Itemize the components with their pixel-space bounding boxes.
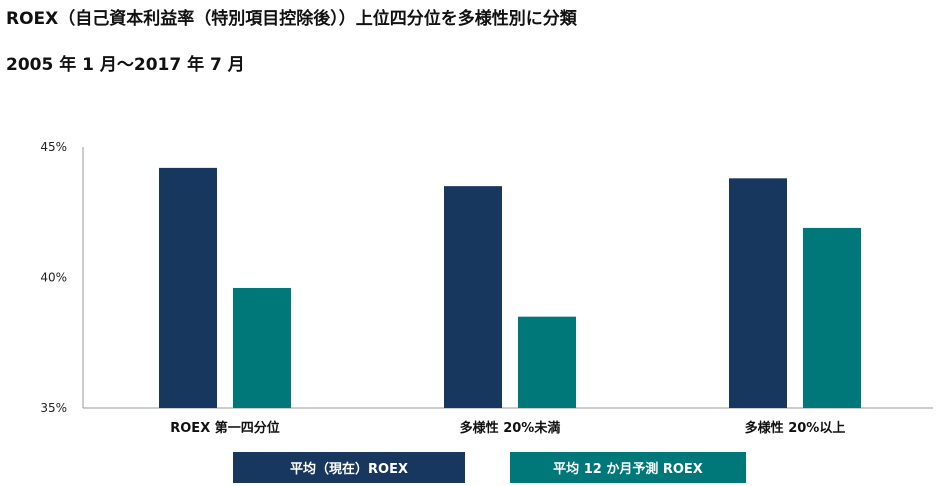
legend-item-forecast-roex: 平均 12 か月予測 ROEX bbox=[510, 452, 746, 483]
chart-subtitle: 2005 年 1 月～2017 年 7 月 bbox=[6, 55, 245, 75]
bar-current-2 bbox=[729, 178, 787, 408]
bar-forecast-2 bbox=[803, 227, 861, 408]
chart-title: ROEX（自己資本利益率（特別項目控除後））上位四分位を多様性別に分類 bbox=[6, 9, 577, 29]
bar-forecast-1 bbox=[518, 316, 576, 408]
bar-current-0 bbox=[159, 167, 217, 408]
bar-chart: 35% 40% 45% ROEX 第一四分位 多様性 20%未満 多様性 20%以上 bbox=[40, 140, 933, 436]
bar-forecast-0 bbox=[233, 287, 291, 408]
x-category-label: ROEX 第一四分位 bbox=[170, 420, 280, 436]
x-category-label: 多様性 20%以上 bbox=[745, 420, 846, 436]
legend-item-current-roex: 平均（現在）ROEX bbox=[233, 452, 465, 483]
bar-current-1 bbox=[444, 186, 502, 408]
y-tick-label: 35% bbox=[40, 401, 67, 415]
y-tick-label: 40% bbox=[40, 271, 67, 285]
x-category-label: 多様性 20%未満 bbox=[460, 420, 561, 436]
y-tick-label: 45% bbox=[40, 140, 67, 154]
